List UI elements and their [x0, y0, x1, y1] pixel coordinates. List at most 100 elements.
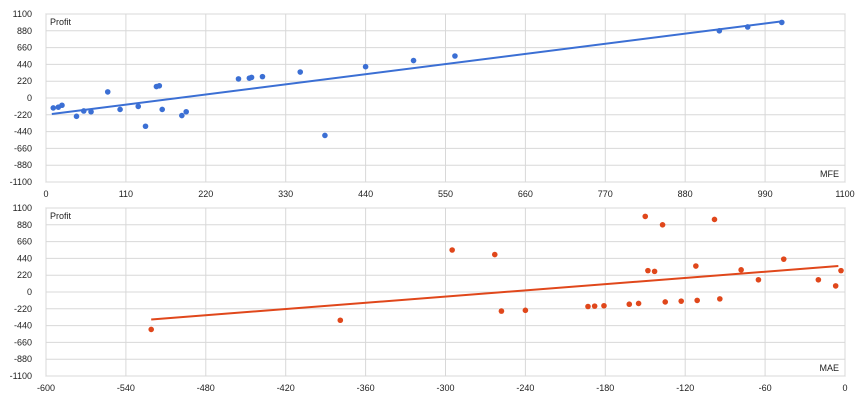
data-point — [491, 251, 498, 258]
data-point — [626, 301, 633, 308]
x-tick-label: 0 — [842, 383, 847, 393]
x-tick-label: 990 — [758, 189, 773, 199]
y-tick-label: -660 — [14, 143, 32, 153]
x-tick-label: -540 — [117, 383, 135, 393]
x-tick-label: 660 — [518, 189, 533, 199]
data-point — [148, 326, 155, 333]
data-point — [601, 302, 607, 309]
x-tick-label: -60 — [759, 383, 772, 393]
data-point — [135, 103, 142, 110]
x-tick-label: 0 — [43, 189, 48, 199]
y-tick-label: -220 — [14, 110, 32, 120]
data-point — [642, 213, 649, 220]
data-point — [832, 283, 839, 289]
y-tick-label: 220 — [17, 76, 32, 86]
y-axis-label: Profit — [50, 17, 72, 27]
data-point — [711, 216, 718, 223]
data-point — [585, 303, 591, 310]
data-point — [337, 317, 344, 324]
y-axis-label: Profit — [50, 211, 72, 221]
data-point — [80, 108, 87, 114]
x-tick-label: -480 — [197, 383, 215, 393]
data-point — [410, 57, 417, 64]
y-tick-label: 440 — [17, 59, 32, 69]
data-point — [738, 267, 744, 273]
data-point — [88, 108, 94, 115]
data-point — [59, 102, 65, 109]
data-point — [815, 276, 822, 283]
trend-line — [151, 265, 839, 321]
data-point — [635, 300, 642, 307]
y-tick-label: 880 — [17, 220, 32, 230]
y-tick-label: 220 — [17, 270, 32, 280]
data-point — [779, 19, 785, 26]
data-point — [104, 89, 111, 95]
x-tick-label: 1100 — [835, 189, 854, 199]
data-point — [659, 222, 666, 228]
data-point — [717, 296, 723, 302]
data-point — [50, 105, 57, 111]
x-tick-label: 550 — [438, 189, 453, 199]
y-tick-label: 0 — [27, 287, 32, 297]
x-axis-label: MAE — [819, 363, 839, 373]
data-point — [159, 106, 166, 113]
y-tick-label: 660 — [17, 237, 32, 247]
data-point — [156, 82, 163, 89]
data-point — [678, 298, 685, 304]
data-point — [716, 28, 723, 34]
x-tick-label: 770 — [598, 189, 613, 199]
y-tick-label: 1100 — [13, 203, 32, 213]
chart-1: 1100 880 660 440 220 0 -220 -440 -660 -880 -1100 0 1… — [10, 9, 855, 199]
y-tick-label: 880 — [17, 26, 32, 36]
x-tick-label: -180 — [596, 383, 614, 393]
data-point — [522, 307, 529, 314]
x-tick-label: -300 — [436, 383, 454, 393]
data-point — [651, 268, 658, 275]
x-tick-label: 220 — [198, 189, 213, 199]
data-point — [755, 276, 762, 283]
x-tick-label: -360 — [357, 383, 375, 393]
y-tick-label: -220 — [14, 304, 32, 314]
data-point — [183, 108, 189, 115]
y-tick-label: -440 — [14, 127, 32, 137]
trend-line — [51, 20, 780, 116]
data-point — [591, 303, 598, 309]
data-point — [297, 69, 304, 75]
data-point — [73, 113, 80, 120]
x-tick-label: -240 — [516, 383, 534, 393]
data-point — [179, 112, 185, 119]
x-tick-label: -120 — [676, 383, 694, 393]
y-tick-label: -1100 — [10, 371, 32, 381]
y-tick-label: -660 — [14, 337, 32, 347]
data-point — [142, 123, 149, 130]
x-tick-label: 440 — [358, 189, 373, 199]
data-point — [662, 299, 669, 305]
data-point — [780, 256, 787, 262]
x-tick-label: 110 — [119, 189, 133, 199]
data-point — [322, 132, 328, 139]
data-point — [259, 73, 266, 80]
data-point — [694, 297, 700, 304]
x-tick-label: 880 — [678, 189, 693, 199]
y-tick-label: -440 — [14, 321, 32, 331]
data-point — [838, 267, 844, 274]
data-point — [117, 106, 123, 113]
y-tick-label: -880 — [14, 354, 32, 364]
y-tick-label: 0 — [27, 93, 32, 103]
y-tick-label: -1100 — [10, 177, 32, 187]
y-tick-label: 660 — [17, 43, 32, 53]
data-point — [744, 24, 751, 30]
data-point — [362, 63, 369, 70]
chart-2: 1100 880 660 440 220 0 -220 -440 -660 -880 -1100 -6… — [10, 203, 848, 393]
x-tick-label: -600 — [37, 383, 55, 393]
y-tick-label: -880 — [14, 160, 32, 170]
data-point — [452, 53, 458, 59]
x-axis-label: MFE — [820, 169, 839, 179]
data-point — [248, 74, 255, 81]
data-point — [498, 308, 505, 314]
y-tick-label: 440 — [17, 253, 32, 263]
x-tick-label: -420 — [277, 383, 295, 393]
y-tick-label: 1100 — [13, 9, 32, 19]
